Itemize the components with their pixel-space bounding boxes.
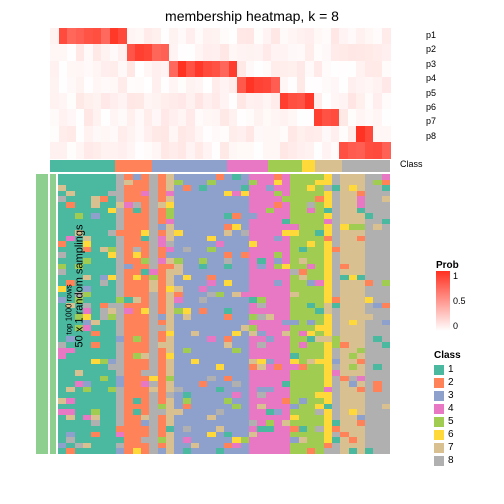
class-annotation-bar: Class (50, 160, 390, 172)
class-legend-item: 4 (434, 402, 488, 415)
prob-gradient (436, 271, 450, 331)
class-swatch (434, 378, 444, 388)
class-bar-segment (315, 160, 342, 172)
prob-row-label: p5 (396, 86, 436, 100)
prob-legend-title: Prob (436, 260, 486, 271)
class-swatch (434, 430, 444, 440)
class-legend-label: 1 (448, 364, 454, 375)
class-legend-title: Class (434, 350, 488, 361)
prob-tick: 0.5 (453, 296, 466, 306)
chart-title: membership heatmap, k = 8 (0, 8, 504, 24)
class-legend-item: 1 (434, 363, 488, 376)
class-swatch (434, 391, 444, 401)
class-legend-label: 8 (448, 455, 454, 466)
class-legend-item: 2 (434, 376, 488, 389)
class-legend-label: 3 (448, 390, 454, 401)
prob-legend: Prob 1 0.5 0 (436, 260, 486, 331)
class-bar-segment (342, 160, 390, 172)
class-swatch (434, 443, 444, 453)
class-legend-label: 5 (448, 416, 454, 427)
y-axis-label-samplings: 50 x 1 random samplings (73, 225, 85, 348)
y-axis-label-rows: top 1000 rows (65, 284, 74, 334)
class-legend-label: 2 (448, 377, 454, 388)
class-legend-label: 4 (448, 403, 454, 414)
class-bar-segment (50, 160, 115, 172)
class-bar-label: Class (400, 159, 423, 169)
prob-row-labels: p1p2p3p4p5p6p7p8 (396, 28, 436, 158)
prob-row-label: p1 (396, 28, 436, 42)
class-bar-segment (302, 160, 316, 172)
class-swatch (434, 404, 444, 414)
class-bar-segment (268, 160, 302, 172)
main-heatmap (58, 174, 390, 454)
class-legend-item: 7 (434, 441, 488, 454)
prob-tick: 1 (453, 271, 466, 281)
class-legend-item: 3 (434, 389, 488, 402)
class-legend-label: 6 (448, 429, 454, 440)
class-swatch (434, 456, 444, 466)
prob-row-label: p6 (396, 100, 436, 114)
class-bar-segment (152, 160, 227, 172)
sampling-bar (36, 174, 48, 454)
class-bar-segment (227, 160, 268, 172)
probability-heatmap (50, 28, 390, 158)
prob-row-label: p7 (396, 114, 436, 128)
prob-row-label: p4 (396, 71, 436, 85)
prob-row-label: p3 (396, 57, 436, 71)
prob-row-label: p2 (396, 42, 436, 56)
class-legend-item: 5 (434, 415, 488, 428)
prob-tick: 0 (453, 321, 466, 331)
prob-row-label: p8 (396, 129, 436, 143)
class-legend-item: 8 (434, 454, 488, 467)
rows-bar (50, 174, 56, 454)
class-legend-item: 6 (434, 428, 488, 441)
class-legend: Class 1 2 3 4 5 6 7 8 (434, 350, 488, 467)
class-swatch (434, 365, 444, 375)
class-bar-segment (115, 160, 152, 172)
class-swatch (434, 417, 444, 427)
class-legend-label: 7 (448, 442, 454, 453)
